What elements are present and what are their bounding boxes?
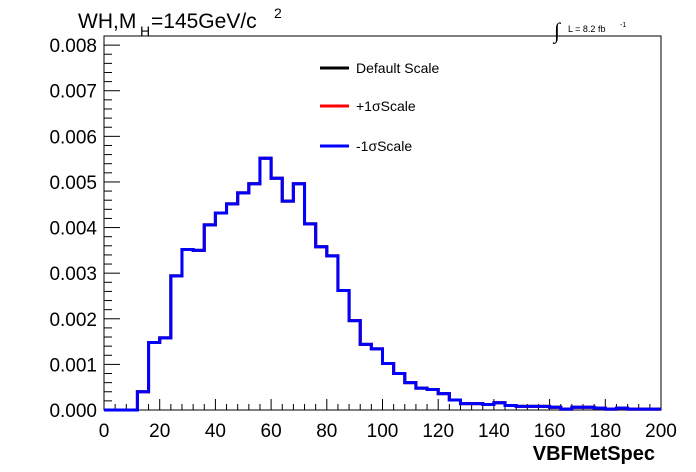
x-tick-label: 120 <box>422 421 454 442</box>
y-tick-label: 0.001 <box>49 355 97 376</box>
series-line <box>104 156 661 412</box>
integral-symbol: ∫ <box>552 18 562 44</box>
legend-label: Default Scale <box>356 60 439 76</box>
x-tick-label: 60 <box>261 421 282 442</box>
y-axis: 0.000 0.001 0.002 0.003 0.004 0.005 0.006 0.007… <box>49 35 120 422</box>
legend-label: -1σScale <box>356 138 412 154</box>
x-tick-label: 160 <box>534 421 566 442</box>
x-tick-label: 180 <box>589 421 621 442</box>
y-tick-label: 0.003 <box>49 264 97 285</box>
y-tick-label: 0.006 <box>49 127 97 148</box>
y-tick-label: 0.008 <box>49 36 97 57</box>
legend: Default Scale +1σScale -1σScale <box>320 60 439 154</box>
x-tick-label: 20 <box>149 421 170 442</box>
x-axis-label: VBFMetSpec <box>533 443 655 465</box>
title-subscript: H <box>140 23 150 39</box>
y-tick-label: 0.002 <box>49 310 97 331</box>
legend-label: +1σScale <box>356 98 416 114</box>
x-tick-label: 200 <box>645 421 677 442</box>
x-tick-label: 0 <box>99 421 110 442</box>
x-tick-label: 80 <box>316 421 337 442</box>
y-tick-label: 0.004 <box>49 219 97 240</box>
y-tick-label: 0.000 <box>49 401 97 422</box>
x-tick-label: 140 <box>478 421 510 442</box>
x-axis: 0 20 40 60 80 100 120 140 160 180 200 <box>99 399 677 442</box>
title-superscript: 2 <box>274 5 282 21</box>
lumi-superscript: -1 <box>620 22 626 29</box>
title-prefix: WH,M <box>78 10 136 33</box>
chart-title: WH,M H =145GeV/c 2 <box>78 5 282 39</box>
x-tick-label: 100 <box>367 421 399 442</box>
y-tick-label: 0.005 <box>49 173 97 194</box>
x-tick-label: 40 <box>205 421 226 442</box>
series-line <box>104 156 661 412</box>
title-suffix: =145GeV/c <box>151 10 257 33</box>
series-layer <box>104 156 661 412</box>
lumi-text: L = 8.2 fb <box>568 24 605 34</box>
luminosity-label: ∫ L = 8.2 fb -1 <box>552 18 626 44</box>
y-tick-label: 0.007 <box>49 82 97 103</box>
series-line <box>104 156 661 412</box>
